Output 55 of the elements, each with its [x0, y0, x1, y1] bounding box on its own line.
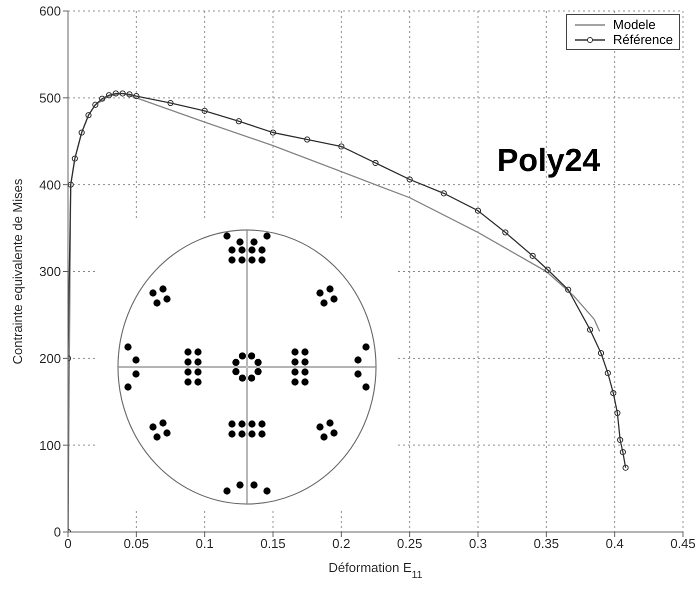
point — [304, 136, 310, 143]
point — [72, 156, 78, 162]
point — [614, 410, 620, 416]
point — [167, 100, 174, 106]
y-axis-title: Contrainte equivalente de Mises — [10, 178, 25, 364]
y-tick-label: 200 — [39, 350, 61, 366]
point — [406, 176, 413, 183]
point — [474, 208, 482, 214]
point — [85, 112, 92, 118]
point — [236, 118, 242, 124]
x-tick-label: 0.45 — [670, 536, 696, 552]
point — [120, 90, 126, 97]
legend-label: Modele — [613, 17, 656, 32]
y-tick-label: 300 — [39, 264, 61, 280]
point — [106, 92, 112, 98]
legend-label: Référence — [613, 32, 673, 47]
point — [617, 436, 624, 444]
point — [620, 449, 626, 456]
y-tick-label: 500 — [39, 90, 61, 106]
point — [270, 129, 276, 136]
x-tick-label: 0.4 — [606, 536, 624, 552]
point — [598, 350, 604, 356]
x-tick-label: 0.35 — [534, 536, 559, 552]
x-tick-label: 0.15 — [260, 536, 286, 552]
point — [622, 464, 629, 471]
y-tick-label: 600 — [39, 4, 61, 19]
x-tick-label: 0.3 — [468, 536, 488, 552]
point — [565, 286, 572, 293]
x-axis-title: Déformation E$_{11}$ — [328, 560, 423, 580]
x-tick-label: 0.1 — [196, 536, 214, 552]
point — [372, 160, 379, 166]
point — [99, 96, 106, 102]
y-tick-label: 100 — [39, 438, 61, 453]
point — [78, 129, 85, 136]
point — [133, 92, 140, 100]
point — [586, 326, 594, 333]
point — [112, 90, 119, 97]
point — [544, 266, 551, 273]
x-tick-label: 0.25 — [397, 536, 422, 552]
x-tick-label: 0.2 — [332, 536, 350, 552]
point — [202, 108, 208, 114]
point — [610, 390, 616, 396]
point — [604, 370, 611, 376]
point — [92, 102, 98, 108]
point — [530, 252, 536, 259]
point — [68, 182, 74, 188]
annotation: Poly24 — [497, 142, 600, 179]
point — [126, 91, 133, 98]
point — [338, 143, 344, 150]
point — [440, 190, 447, 196]
y-tick-label: 400 — [39, 177, 61, 192]
y-tick-label: 0 — [54, 524, 61, 540]
point — [502, 229, 508, 236]
x-tick-label: 0 — [64, 536, 72, 552]
x-tick-label: 0.05 — [124, 536, 149, 552]
